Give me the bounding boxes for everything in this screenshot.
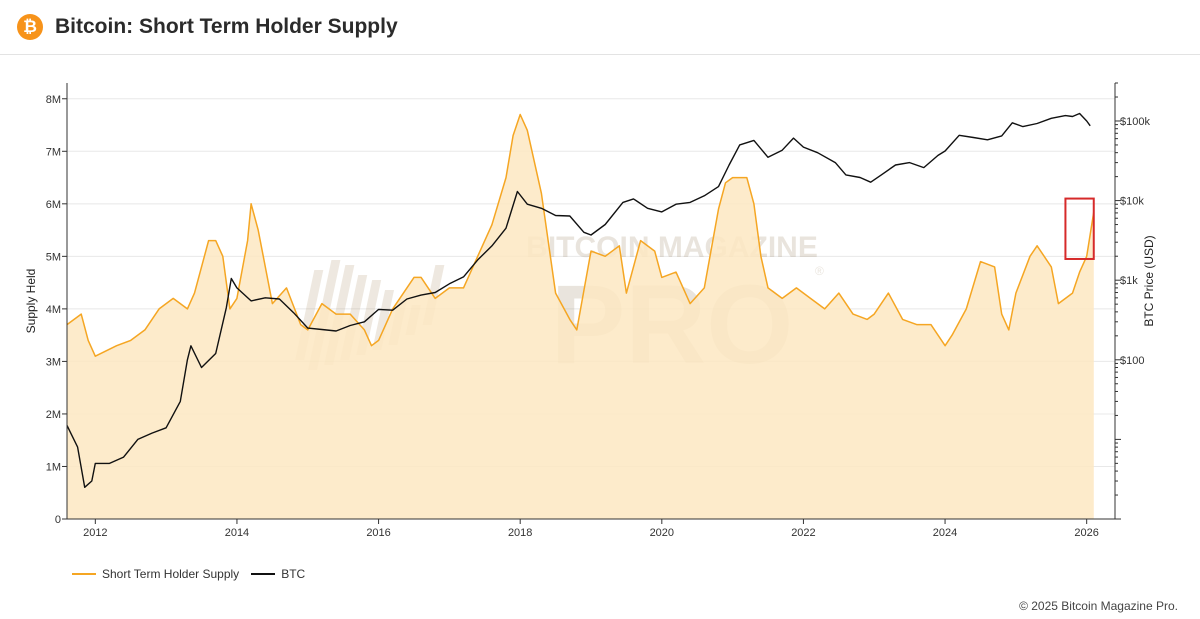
x-tick-label: 2012 xyxy=(83,527,107,539)
bitcoin-logo-icon: ₿ xyxy=(17,14,43,40)
chart-legend: Short Term Holder Supply BTC xyxy=(72,567,317,581)
watermark-registered-mark: ® xyxy=(815,264,824,278)
legend-label-btc: BTC xyxy=(281,567,306,581)
y-axis-title: Supply Held xyxy=(24,269,38,334)
x-tick-label: 2020 xyxy=(650,527,674,539)
y-tick-label: 5M xyxy=(46,251,61,263)
y-tick-label: 3M xyxy=(46,356,61,368)
y-tick-label: 1M xyxy=(46,461,61,473)
legend-item-sth[interactable]: Short Term Holder Supply xyxy=(72,567,239,581)
btc-price-line xyxy=(66,112,1091,488)
y-tick-label: 7M xyxy=(46,146,61,158)
y2-tick-label: $10k xyxy=(1120,196,1144,208)
highlight-box xyxy=(1064,197,1095,260)
y2-tick-label: $100k xyxy=(1120,116,1150,128)
watermark-text-top: BITCOIN MAGAZINE xyxy=(526,231,818,264)
legend-label-sth: Short Term Holder Supply xyxy=(102,567,240,581)
x-tick-label: 2018 xyxy=(508,527,532,539)
copyright-text: © 2025 Bitcoin Magazine Pro. xyxy=(1019,599,1178,613)
watermark-stripe xyxy=(372,290,395,350)
x-tick-label: 2026 xyxy=(1074,527,1098,539)
legend-swatch-btc xyxy=(251,573,276,575)
chart-header: ₿ Bitcoin: Short Term Holder Supply xyxy=(0,0,1200,55)
y-tick-label: 6M xyxy=(46,199,61,211)
page-title: Bitcoin: Short Term Holder Supply xyxy=(55,15,398,38)
x-tick-label: 2014 xyxy=(225,527,249,539)
y-tick-label: 0 xyxy=(55,514,61,526)
x-tick-label: 2022 xyxy=(791,527,815,539)
y2-tick-label: $100 xyxy=(1120,355,1144,367)
y2-tick-label: $1k xyxy=(1120,275,1138,287)
y-tick-label: 4M xyxy=(46,304,61,316)
legend-swatch-sth xyxy=(72,573,96,575)
x-tick-label: 2024 xyxy=(933,527,957,539)
sth-supply-area xyxy=(67,114,1094,519)
y-tick-label: 2M xyxy=(46,409,61,421)
legend-item-btc[interactable]: BTC xyxy=(251,567,305,581)
y2-axis-title: BTC Price (USD) xyxy=(1142,235,1156,326)
y-tick-label: 8M xyxy=(46,94,61,106)
x-tick-label: 2016 xyxy=(366,527,390,539)
